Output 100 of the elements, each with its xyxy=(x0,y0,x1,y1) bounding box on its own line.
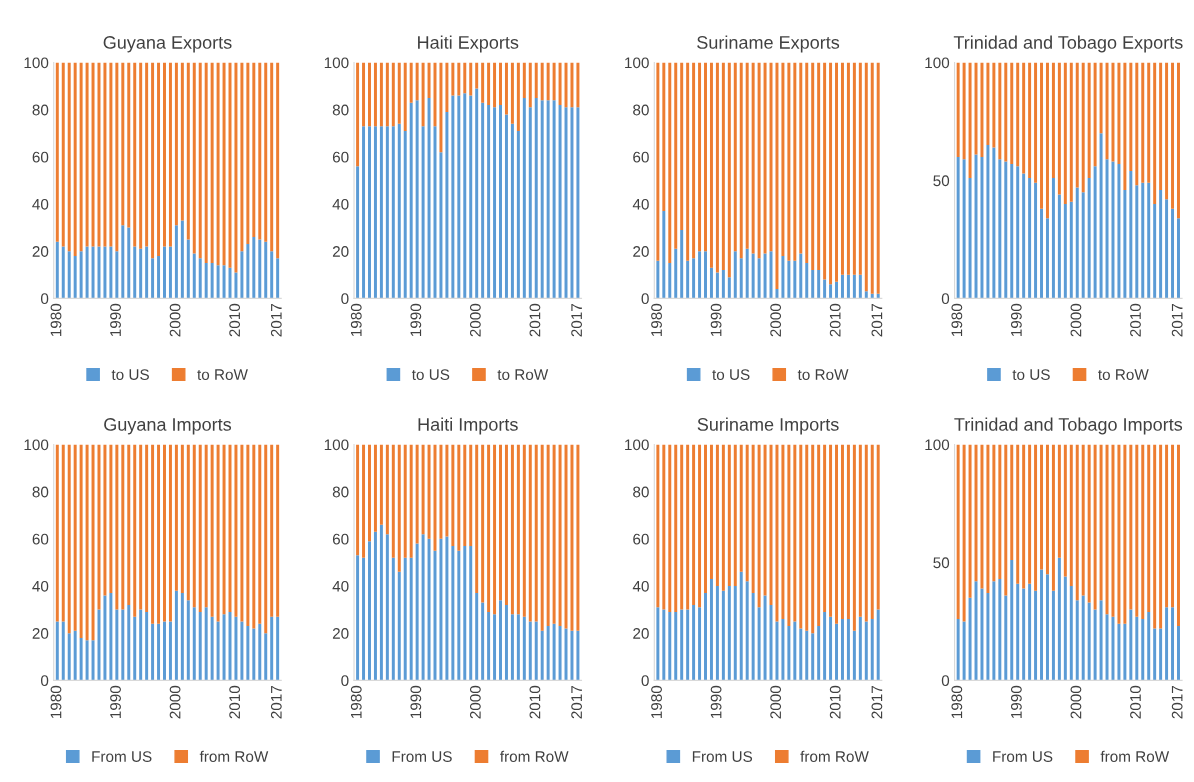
bar xyxy=(852,444,856,631)
bar xyxy=(858,444,862,617)
bar xyxy=(852,630,856,681)
bar xyxy=(67,62,71,252)
bar xyxy=(163,62,166,247)
bar xyxy=(157,623,161,681)
bar xyxy=(558,62,562,105)
bar xyxy=(1105,159,1109,299)
bar xyxy=(385,444,389,535)
bar xyxy=(397,444,401,572)
bar xyxy=(463,62,467,94)
x-tick-label: 1990 xyxy=(410,685,422,719)
bar xyxy=(745,62,749,249)
x-tick-label: 2000 xyxy=(169,303,181,337)
bar xyxy=(115,62,119,252)
bar xyxy=(493,107,497,299)
bar xyxy=(1022,444,1026,589)
bar xyxy=(870,444,874,620)
bar xyxy=(55,62,59,242)
bar xyxy=(1177,62,1180,219)
bar xyxy=(1093,62,1097,167)
bar xyxy=(662,444,666,610)
bar xyxy=(445,444,449,537)
bar xyxy=(186,239,190,299)
bar xyxy=(799,444,803,629)
bar xyxy=(1063,204,1067,299)
bar xyxy=(151,623,155,681)
bar xyxy=(1135,62,1139,186)
bar xyxy=(1087,444,1091,603)
bar xyxy=(956,62,960,157)
bar xyxy=(576,62,580,108)
bar xyxy=(240,62,244,252)
bar xyxy=(362,557,366,681)
bar xyxy=(1081,595,1085,681)
bar xyxy=(1153,204,1157,299)
bar xyxy=(368,541,371,681)
bar xyxy=(864,621,868,681)
bar xyxy=(799,62,803,254)
bar xyxy=(1123,444,1127,624)
bar xyxy=(1141,619,1145,681)
bar xyxy=(79,637,83,681)
bar xyxy=(552,623,556,681)
bar xyxy=(686,260,690,299)
y-tick-label: 60 xyxy=(332,533,349,545)
bar xyxy=(67,444,71,634)
bar xyxy=(186,600,190,681)
bar xyxy=(356,444,360,556)
bar xyxy=(174,444,178,591)
y-tick-label: 80 xyxy=(633,104,649,116)
bar xyxy=(145,444,149,612)
y-tick-label: 100 xyxy=(24,439,49,451)
y-tick-label: 0 xyxy=(341,675,349,687)
bar xyxy=(986,593,990,681)
bar xyxy=(1057,557,1061,681)
bar xyxy=(1028,583,1032,681)
bar xyxy=(1171,208,1175,299)
bar xyxy=(174,225,178,299)
bar xyxy=(451,62,455,96)
bar xyxy=(787,260,791,299)
bar xyxy=(516,444,520,615)
bar xyxy=(576,630,580,681)
bar xyxy=(817,626,821,681)
bar xyxy=(1165,62,1169,200)
bar xyxy=(445,62,449,113)
x-tick-label: 1990 xyxy=(710,685,722,719)
bar xyxy=(1129,62,1133,172)
bar xyxy=(368,126,371,299)
bar xyxy=(546,100,550,299)
bar xyxy=(1022,588,1026,681)
bar xyxy=(79,444,83,638)
bar xyxy=(835,444,839,624)
bar xyxy=(564,628,568,681)
bar xyxy=(680,609,684,681)
bar xyxy=(487,105,491,299)
bar xyxy=(91,640,95,681)
bar xyxy=(668,611,672,681)
bar xyxy=(558,105,562,299)
bar xyxy=(739,258,743,299)
bar xyxy=(1117,623,1121,681)
bar xyxy=(745,444,749,582)
bar xyxy=(397,571,401,681)
bar xyxy=(692,604,696,681)
bar xyxy=(240,251,244,299)
bar xyxy=(727,62,731,278)
bar xyxy=(409,444,413,558)
bar xyxy=(79,251,83,299)
bar xyxy=(73,62,77,256)
x-tick-label: 1990 xyxy=(1010,303,1022,337)
bar xyxy=(246,62,250,245)
bar xyxy=(876,609,880,681)
bar xyxy=(757,62,761,259)
bar xyxy=(379,62,383,127)
bar xyxy=(85,246,89,299)
x-tick-label: 2000 xyxy=(469,303,481,337)
x-tick-label: 1980 xyxy=(350,303,362,337)
bar xyxy=(1099,133,1103,299)
bar xyxy=(385,62,389,127)
y-tick-label: 50 xyxy=(933,557,950,569)
bar xyxy=(391,62,395,127)
bar xyxy=(240,444,244,622)
